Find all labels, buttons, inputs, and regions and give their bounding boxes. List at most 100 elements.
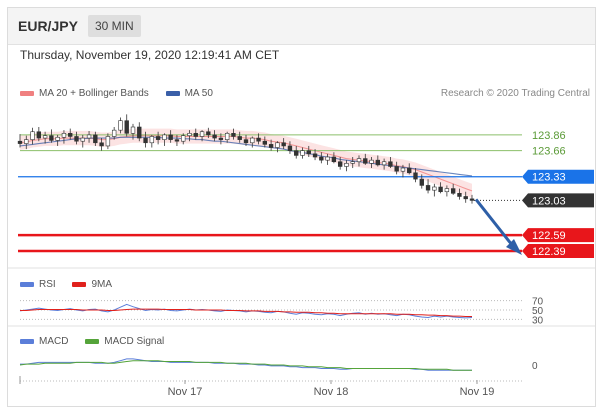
legend-ma-bb-label: MA 20 + Bollinger Bands: [39, 88, 149, 99]
candle: [306, 150, 311, 155]
rsi-ma-line: [20, 308, 472, 317]
candle: [300, 150, 305, 156]
candle: [212, 134, 217, 139]
candle: [369, 159, 374, 164]
rsi-tick-label: 50: [532, 306, 544, 317]
candle: [105, 136, 111, 147]
ma50-swatch: [165, 90, 180, 96]
candle: [413, 172, 418, 180]
candle: [193, 133, 198, 137]
candle: [231, 133, 236, 137]
candle: [143, 137, 148, 144]
candle: [80, 137, 85, 142]
candle: [86, 134, 92, 139]
candle: [262, 140, 268, 145]
macd-signal-line: [19, 360, 472, 371]
candle: [130, 126, 136, 134]
candle: [381, 161, 387, 166]
candle: [174, 139, 180, 142]
level-tag-122.39: [522, 243, 594, 258]
x-tick-label: Nov 18: [314, 386, 349, 398]
candle: [237, 136, 242, 140]
candle: [275, 142, 280, 148]
candle: [118, 120, 123, 131]
candle: [149, 136, 155, 144]
candle: [394, 166, 399, 172]
candle: [432, 186, 437, 191]
level-label-122.39: 122.39: [532, 246, 566, 258]
level-label-123.86: 123.86: [532, 130, 566, 142]
candle: [312, 153, 318, 158]
candle: [168, 134, 173, 140]
candle: [407, 167, 412, 174]
candle: [224, 133, 230, 140]
candle: [36, 131, 42, 139]
forecast-arrow: [474, 198, 514, 246]
candle: [162, 134, 167, 140]
candle: [375, 159, 381, 166]
macd-signal-legend-label: MACD Signal: [104, 336, 165, 347]
interval-badge[interactable]: 30 MIN: [88, 15, 141, 37]
candle: [356, 158, 362, 163]
candle: [24, 139, 29, 144]
candle: [111, 129, 117, 137]
copyright-label: Research © 2020 Trading Central: [440, 88, 590, 99]
candle: [199, 131, 205, 137]
candle: [93, 134, 98, 144]
candle: [425, 185, 431, 191]
candle: [256, 137, 261, 142]
x-tick-label: Nov 17: [168, 386, 203, 398]
chart-timestamp: Thursday, November 19, 2020 12:19:41 AM …: [20, 48, 280, 62]
rsi-tick-label: 30: [532, 315, 544, 326]
rsi-legend-label: RSI: [39, 279, 56, 290]
candle: [55, 136, 60, 141]
macd-signal-swatch: [85, 338, 100, 344]
candle: [206, 131, 211, 136]
candle: [137, 126, 142, 139]
candle: [30, 131, 35, 140]
candle: [319, 156, 324, 161]
candle: [344, 163, 349, 167]
candle: [350, 161, 355, 164]
candle: [250, 137, 255, 144]
candle: [457, 193, 462, 197]
candle: [243, 139, 249, 144]
level-tag-123.03: [522, 193, 594, 208]
candle: [438, 186, 443, 193]
symbol-title: EUR/JPY: [18, 18, 78, 34]
candle: [74, 136, 79, 142]
level-label-123.66: 123.66: [532, 146, 566, 158]
candle: [325, 156, 330, 161]
rsi-ma-legend-label: 9MA: [91, 279, 113, 290]
candle: [337, 161, 343, 167]
candle: [281, 142, 286, 147]
candle: [99, 142, 104, 147]
macd-legend: MACD MACD Signal: [20, 336, 178, 347]
candle: [400, 167, 406, 172]
main-legend: MA 20 + Bollinger Bands MA 50: [20, 88, 227, 99]
rsi-ma-swatch: [72, 281, 87, 287]
legend-ma-bb: MA 20 + Bollinger Bands: [20, 88, 149, 99]
level-tag-123.33: [522, 169, 594, 184]
macd-tick-label: 0: [532, 361, 538, 372]
rsi-legend: RSI 9MA: [20, 279, 126, 290]
legend-ma50: MA 50: [165, 88, 213, 99]
candle: [181, 135, 186, 142]
candle: [294, 150, 299, 156]
ma-bb-swatch: [20, 90, 34, 96]
candle: [61, 133, 67, 138]
candle: [444, 188, 450, 193]
candle: [268, 144, 274, 148]
legend-ma50-label: MA 50: [184, 88, 213, 99]
candle: [68, 133, 73, 137]
candle: [42, 135, 48, 139]
x-tick-label: Nov 19: [460, 386, 495, 398]
macd-swatch: [20, 338, 34, 344]
level-tag-122.59: [522, 228, 594, 243]
level-label-122.59: 122.59: [532, 230, 566, 242]
candle: [388, 161, 393, 167]
candle: [155, 136, 161, 140]
candle: [419, 178, 424, 186]
candle: [187, 133, 192, 136]
